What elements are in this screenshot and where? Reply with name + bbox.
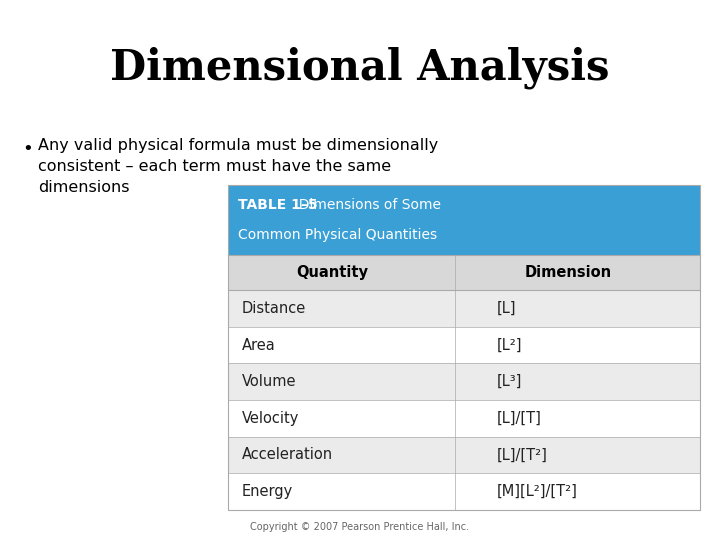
Bar	[228, 290, 700, 327]
Text: Dimensions of Some: Dimensions of Some	[290, 198, 441, 212]
Text: [L]: [L]	[497, 301, 516, 316]
Text: [L]/[T²]: [L]/[T²]	[497, 448, 548, 462]
Text: Velocity: Velocity	[242, 411, 300, 426]
Bar	[228, 400, 700, 437]
Text: •: •	[22, 140, 32, 158]
Bar	[228, 255, 700, 290]
Text: Acceleration: Acceleration	[242, 448, 333, 462]
Text: [L²]: [L²]	[497, 338, 523, 353]
Text: Area: Area	[242, 338, 276, 353]
Bar	[228, 327, 700, 363]
Text: Copyright © 2007 Pearson Prentice Hall, Inc.: Copyright © 2007 Pearson Prentice Hall, …	[251, 522, 469, 532]
Bar	[228, 363, 700, 400]
Text: [L]/[T]: [L]/[T]	[497, 411, 542, 426]
Text: [M][L²]/[T²]: [M][L²]/[T²]	[497, 484, 578, 499]
Text: Energy: Energy	[242, 484, 293, 499]
Text: Dimension: Dimension	[524, 265, 611, 280]
Text: Quantity: Quantity	[296, 265, 368, 280]
Text: Common Physical Quantities: Common Physical Quantities	[238, 228, 437, 242]
Text: Volume: Volume	[242, 374, 297, 389]
Text: Distance: Distance	[242, 301, 306, 316]
Text: [L³]: [L³]	[497, 374, 523, 389]
Bar	[228, 474, 700, 510]
Bar	[228, 437, 700, 474]
Text: TABLE 1–5: TABLE 1–5	[238, 198, 318, 212]
Bar	[228, 185, 700, 510]
Bar	[228, 185, 700, 255]
Text: Any valid physical formula must be dimensionally
consistent – each term must hav: Any valid physical formula must be dimen…	[38, 138, 438, 195]
Text: Dimensional Analysis: Dimensional Analysis	[110, 47, 610, 89]
